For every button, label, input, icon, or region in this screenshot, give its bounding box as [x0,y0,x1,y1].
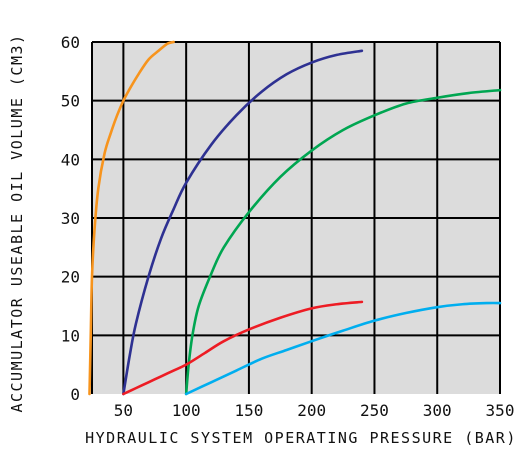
y-tick-label: 40 [61,150,80,169]
x-tick-label: 50 [114,401,133,420]
x-axis-label: HYDRAULIC SYSTEM OPERATING PRESSURE (BAR… [85,429,517,447]
y-axis-label: ACCUMULATOR USEABLE OIL VOLUME (CM3) [8,33,26,412]
y-tick-label: 20 [61,268,80,287]
tick-labels: 50 100 150 200 250 300 350 0 10 20 30 40 50 60 [61,33,515,420]
x-tick-label: 350 [486,401,515,420]
x-tick-label: 100 [172,401,201,420]
series-line-2 [122,49,364,396]
series-line-5 [184,301,502,396]
y-tick-label: 30 [61,209,80,228]
x-tick-label: 200 [297,401,326,420]
series-line-4 [122,300,364,396]
x-tick-label: 300 [423,401,452,420]
grid [91,41,501,394]
y-tick-label: 60 [61,33,80,52]
x-tick-label: 150 [234,401,263,420]
y-tick-label: 50 [61,92,80,111]
x-tick-label: 250 [360,401,389,420]
series-line-1 [88,40,175,396]
y-tick-label: 10 [61,326,80,345]
series-line-3 [184,88,502,396]
series-group [88,40,502,396]
y-tick-label: 0 [70,385,80,404]
